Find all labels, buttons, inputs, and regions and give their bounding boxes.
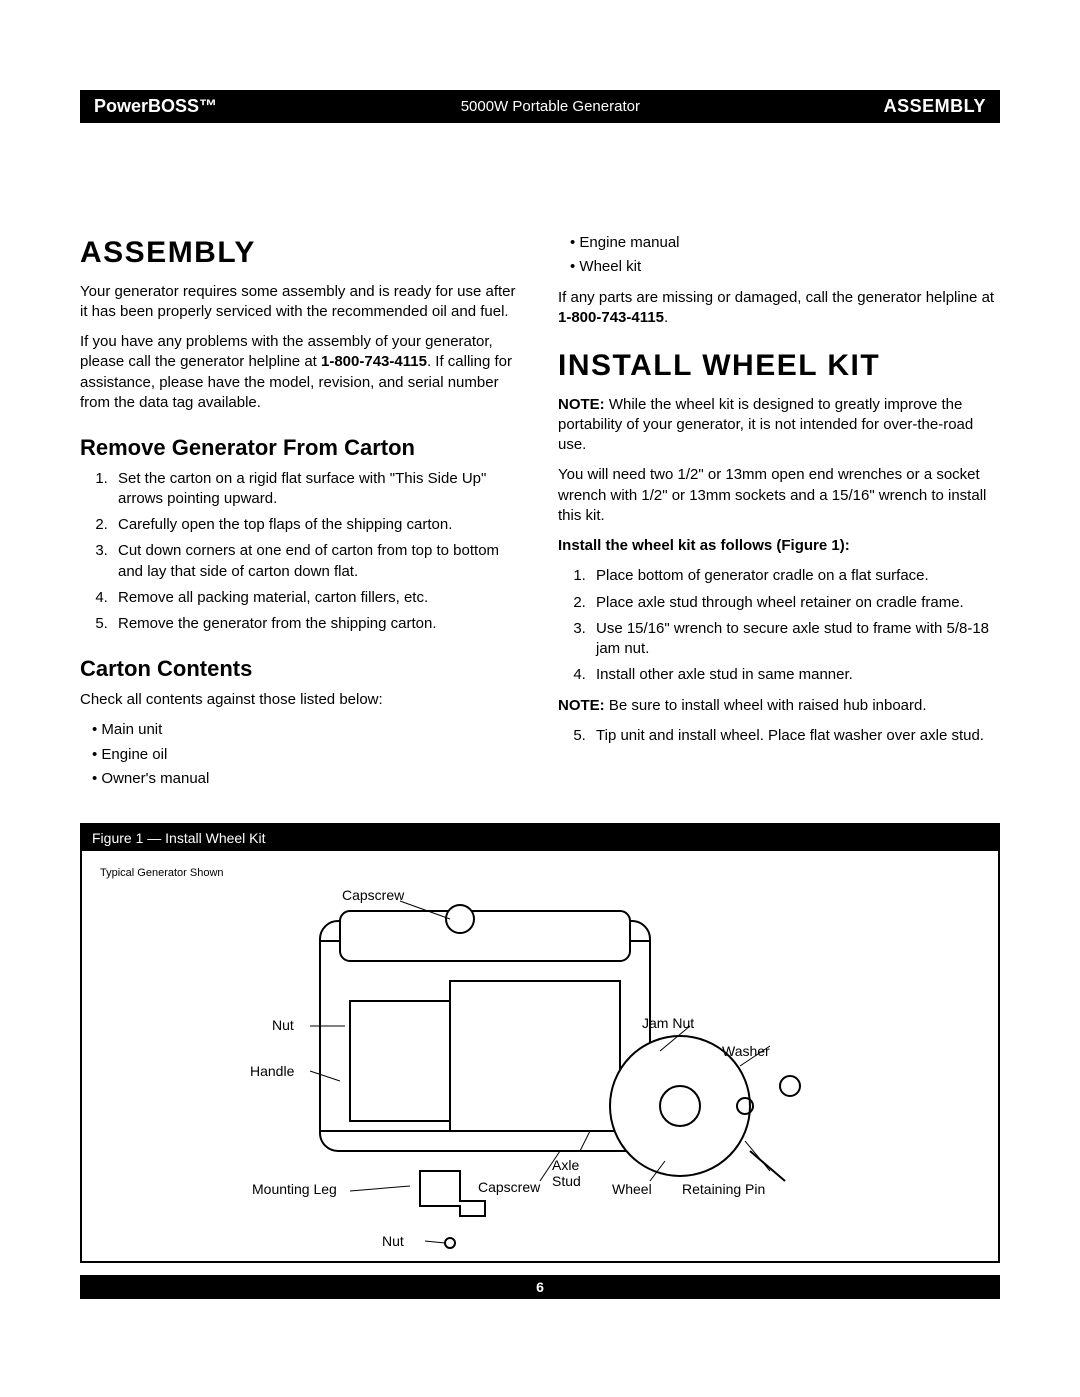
install-steps-list: Place bottom of generator cradle on a fl… — [558, 566, 1000, 685]
page: PowerBOSS™ 5000W Portable Generator ASSE… — [0, 0, 1080, 1339]
contents-intro: Check all contents against those listed … — [80, 690, 522, 710]
remove-step: Set the carton on a rigid flat surface w… — [112, 469, 522, 510]
label-handle: Handle — [250, 1063, 294, 1079]
footer-bar: 6 — [80, 1275, 1000, 1299]
missing-parts-note: If any parts are missing or damaged, cal… — [558, 288, 1000, 329]
contents-item: Engine manual — [570, 233, 1000, 253]
tools-needed: You will need two 1/2" or 13mm open end … — [558, 465, 1000, 526]
contents-list: Main unit Engine oil Owner's manual — [80, 720, 522, 789]
remove-step: Carefully open the top flaps of the ship… — [112, 515, 522, 535]
figure-body: Typical Generator Shown — [82, 851, 998, 1261]
install-step: Tip unit and install wheel. Place flat w… — [590, 726, 1000, 746]
label-jam-nut: Jam Nut — [642, 1015, 694, 1031]
contents-item: Owner's manual — [92, 769, 522, 789]
note2-text: Be sure to install wheel with raised hub… — [605, 697, 927, 714]
install-intro: Install the wheel kit as follows (Figure… — [558, 536, 1000, 556]
remove-step: Remove all packing material, carton fill… — [112, 588, 522, 608]
content-columns: ASSEMBLY Your generator requires some as… — [80, 233, 1000, 799]
missing-a: If any parts are missing or damaged, cal… — [558, 289, 994, 306]
install-steps-list-cont: Tip unit and install wheel. Place flat w… — [558, 726, 1000, 746]
contents-item: Wheel kit — [570, 257, 1000, 277]
label-nut-left: Nut — [272, 1017, 294, 1033]
install-step: Place bottom of generator cradle on a fl… — [590, 566, 1000, 586]
label-wheel: Wheel — [612, 1181, 652, 1197]
header-bar: PowerBOSS™ 5000W Portable Generator ASSE… — [80, 90, 1000, 123]
contents-item: Engine oil — [92, 745, 522, 765]
missing-phone: 1-800-743-4115 — [558, 309, 664, 326]
figure-1-box: Figure 1 — Install Wheel Kit Typical Gen… — [80, 823, 1000, 1263]
remove-steps-list: Set the carton on a rigid flat surface w… — [80, 469, 522, 635]
install-step: Use 15/16" wrench to secure axle stud to… — [590, 619, 1000, 660]
label-capscrew-top: Capscrew — [342, 887, 404, 903]
label-axle-stud: Axle Stud — [552, 1157, 581, 1189]
wheel-note-2: NOTE: Be sure to install wheel with rais… — [558, 696, 1000, 716]
header-section: ASSEMBLY — [884, 96, 986, 117]
install-step: Place axle stud through wheel retainer o… — [590, 593, 1000, 613]
page-number: 6 — [536, 1279, 544, 1295]
header-product: 5000W Portable Generator — [217, 98, 884, 115]
note1-label: NOTE: — [558, 396, 605, 413]
helpline-phone: 1-800-743-4115 — [321, 353, 427, 370]
missing-b: . — [664, 309, 668, 326]
label-mounting-leg: Mounting Leg — [252, 1181, 337, 1197]
label-nut-bottom: Nut — [382, 1233, 404, 1249]
note2-label: NOTE: — [558, 697, 605, 714]
install-wheel-heading: INSTALL WHEEL KIT — [558, 346, 1000, 387]
contents-item: Main unit — [92, 720, 522, 740]
figure-title: Figure 1 — Install Wheel Kit — [82, 825, 998, 851]
contents-heading: Carton Contents — [80, 654, 522, 684]
label-retaining-pin: Retaining Pin — [682, 1181, 765, 1197]
assembly-intro-1: Your generator requires some assembly an… — [80, 282, 522, 323]
remove-step: Cut down corners at one end of carton fr… — [112, 541, 522, 582]
assembly-heading: ASSEMBLY — [80, 233, 522, 274]
generator-diagram-svg — [82, 851, 998, 1261]
header-brand: PowerBOSS™ — [94, 96, 217, 117]
left-column: ASSEMBLY Your generator requires some as… — [80, 233, 522, 799]
assembly-intro-2: If you have any problems with the assemb… — [80, 332, 522, 413]
wheel-note-1: NOTE: While the wheel kit is designed to… — [558, 395, 1000, 456]
note1-text: While the wheel kit is designed to great… — [558, 396, 973, 454]
right-column: Engine manual Wheel kit If any parts are… — [558, 233, 1000, 799]
label-washer: Washer — [722, 1043, 770, 1059]
remove-heading: Remove Generator From Carton — [80, 433, 522, 463]
install-step: Install other axle stud in same manner. — [590, 665, 1000, 685]
contents-list-cont: Engine manual Wheel kit — [558, 233, 1000, 278]
remove-step: Remove the generator from the shipping c… — [112, 614, 522, 634]
label-capscrew-bottom: Capscrew — [478, 1179, 540, 1195]
